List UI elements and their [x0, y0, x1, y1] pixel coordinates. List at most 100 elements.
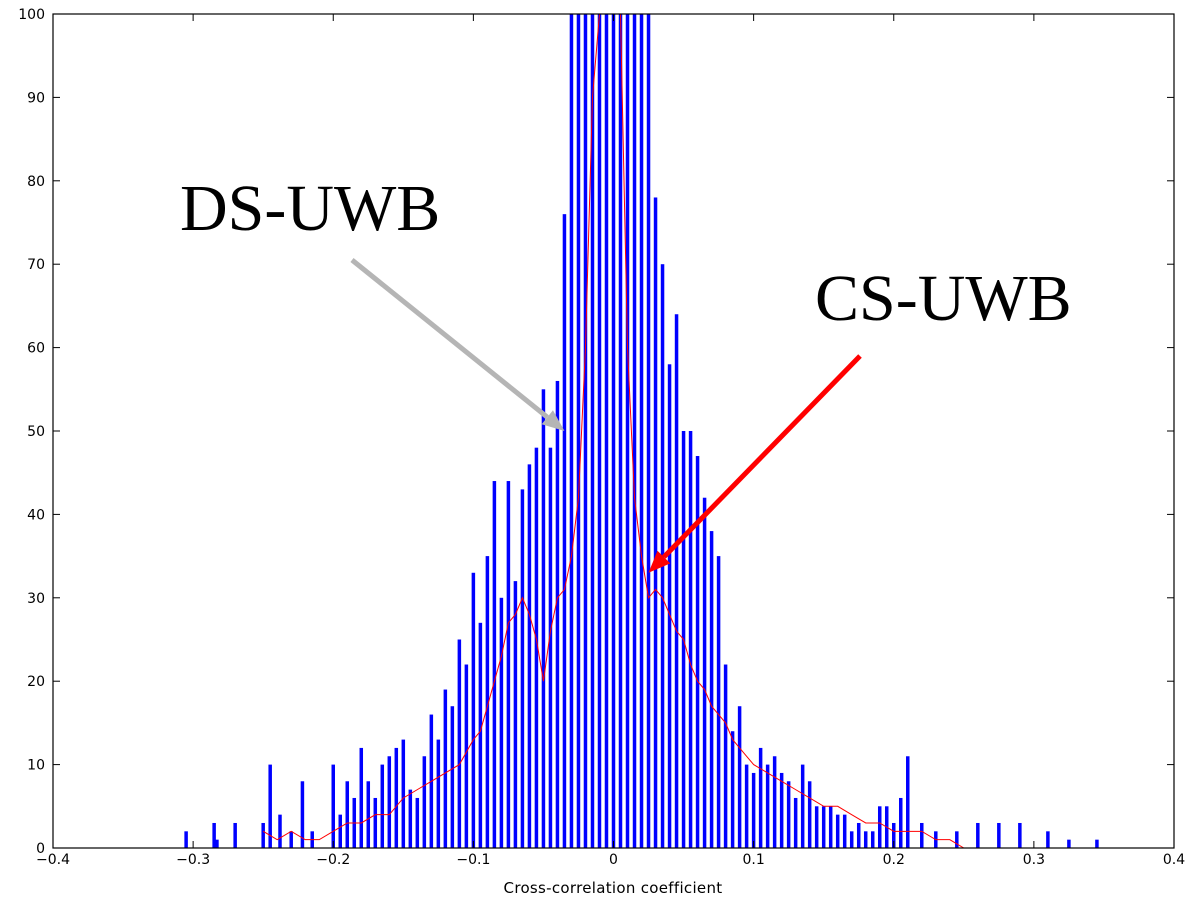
- ds-uwb-bar: [821, 806, 826, 848]
- x-axis-title: Cross-correlation coefficient: [504, 879, 723, 897]
- x-tick-label: 0.2: [883, 852, 905, 868]
- ds-uwb-bar: [709, 531, 714, 848]
- ds-uwb-bar: [604, 14, 609, 848]
- ds-uwb-bar: [786, 781, 791, 848]
- ds-uwb-bar: [380, 764, 385, 848]
- ds-uwb-bar: [457, 639, 462, 848]
- ds-uwb-bar: [674, 314, 679, 848]
- ds-uwb-bar: [331, 764, 335, 848]
- ds-uwb-bar: [779, 772, 784, 848]
- ds-uwb-bar: [800, 764, 805, 848]
- ds-uwb-bar: [278, 814, 282, 848]
- x-tick-label: −0.4: [36, 852, 70, 868]
- y-tick-label: 90: [27, 90, 45, 106]
- y-tick-label: 40: [27, 507, 45, 523]
- annotation-label: CS-UWB: [815, 262, 1072, 335]
- ds-uwb-bar: [632, 14, 637, 848]
- y-tick-label: 0: [36, 841, 45, 857]
- ds-uwb-bar: [892, 822, 896, 848]
- cs-uwb-line: [262, 14, 965, 848]
- ds-uwb-bar: [597, 14, 602, 848]
- ds-uwb-bar: [541, 389, 546, 848]
- ds-uwb-bar: [835, 814, 840, 848]
- ds-uwb-bar: [976, 822, 980, 848]
- ds-uwb-bar: [422, 756, 427, 848]
- ds-uwb-bar: [184, 831, 188, 848]
- x-tick-label: 0.3: [1023, 852, 1045, 868]
- ds-uwb-bar: [215, 839, 219, 848]
- ds-uwb-bar: [906, 756, 910, 848]
- ds-uwb-bar: [807, 781, 812, 848]
- ds-uwb-bar: [737, 706, 742, 848]
- ds-uwb-bar: [772, 756, 777, 848]
- ds-uwb-bar: [506, 481, 511, 848]
- ds-uwb-bar: [443, 689, 448, 848]
- ds-uwb-bar: [583, 14, 588, 848]
- annotation-label: DS-UWB: [180, 172, 440, 245]
- ds-uwb-bar: [1067, 839, 1071, 848]
- annotation-arrow-head: [648, 550, 671, 573]
- ds-uwb-bar: [625, 14, 630, 848]
- ds-uwb-bar: [751, 772, 756, 848]
- ds-uwb-bar: [814, 806, 819, 848]
- ds-uwb-bar: [899, 797, 903, 848]
- ds-uwb-bar: [702, 497, 707, 848]
- ds-uwb-bar: [920, 822, 924, 848]
- ds-uwb-bar: [415, 797, 420, 848]
- cs-uwb-lines: [262, 14, 965, 848]
- ds-uwb-bar: [870, 831, 875, 848]
- ds-uwb-bar: [744, 764, 749, 848]
- y-tick-label: 50: [27, 424, 45, 440]
- ds-uwb-bar: [590, 14, 595, 848]
- ds-uwb-bar: [401, 739, 406, 848]
- ds-uwb-bar: [289, 831, 293, 848]
- y-tick-label: 60: [27, 341, 45, 357]
- ds-uwb-bar: [478, 622, 483, 848]
- ds-uwb-bar: [646, 14, 651, 848]
- ds-uwb-bar: [300, 781, 305, 848]
- ds-uwb-bar: [618, 14, 623, 848]
- ds-uwb-bar: [555, 380, 560, 848]
- ds-uwb-bar: [849, 831, 854, 848]
- ds-uwb-bar: [450, 706, 455, 848]
- x-tick-label: 0.1: [742, 852, 764, 868]
- ds-uwb-bar: [261, 822, 265, 848]
- ds-uwb-bar: [338, 814, 342, 848]
- ds-uwb-bar: [534, 447, 539, 848]
- ds-uwb-bar: [688, 431, 693, 848]
- ds-uwb-bar: [485, 556, 490, 848]
- ds-uwb-bar: [520, 489, 525, 848]
- ds-uwb-bar: [730, 731, 735, 848]
- x-tick-label: 0.4: [1163, 852, 1185, 868]
- y-tick-label: 100: [18, 7, 45, 23]
- annotation-arrow-head: [541, 410, 565, 431]
- ds-uwb-bar: [793, 797, 798, 848]
- ds-uwb-bar: [1095, 839, 1099, 848]
- ds-uwb-bar: [828, 806, 833, 848]
- y-tick-label: 80: [27, 174, 45, 190]
- y-tick-label: 20: [27, 674, 45, 690]
- ds-uwb-bar: [653, 197, 658, 848]
- ds-uwb-bar: [877, 806, 882, 848]
- x-tick-label: −0.3: [176, 852, 210, 868]
- ds-uwb-bar: [387, 756, 392, 848]
- ds-uwb-bar: [464, 664, 469, 848]
- ds-uwb-bar: [373, 797, 378, 848]
- ds-uwb-bar: [639, 14, 644, 848]
- ds-uwb-bar: [527, 464, 532, 848]
- x-tick-label: 0: [609, 852, 618, 868]
- annotation-arrow-shaft: [350, 258, 549, 420]
- ds-uwb-bar: [842, 814, 847, 848]
- x-tick-label: −0.1: [456, 852, 490, 868]
- y-tick-label: 70: [27, 257, 45, 273]
- x-tick-label: −0.2: [316, 852, 350, 868]
- ds-uwb-bar: [856, 822, 861, 848]
- ds-uwb-bar: [667, 364, 672, 848]
- ds-uwb-bar: [394, 747, 399, 848]
- ds-uwb-bar: [723, 664, 728, 848]
- ds-uwb-bar: [513, 581, 518, 848]
- ds-uwb-bar: [233, 822, 237, 848]
- annotations: DS-UWB CS-UWB: [180, 172, 1072, 573]
- ds-uwb-bar: [359, 747, 364, 848]
